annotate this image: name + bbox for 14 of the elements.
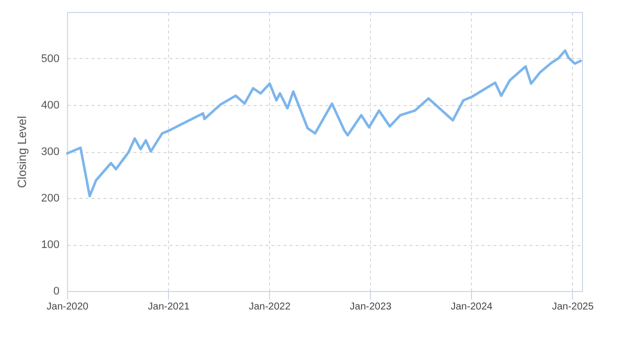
y-tick-label: 200 — [41, 192, 60, 204]
line-series — [66, 49, 582, 198]
x-tick-label: Jan-2021 — [148, 302, 190, 312]
x-tick-label: Jan-2020 — [46, 302, 89, 312]
y-tick-label: 0 — [53, 286, 60, 298]
x-tick-label: Jan-2025 — [552, 302, 594, 312]
y-axis-title: Closing Level — [15, 116, 30, 188]
y-tick-label: 500 — [41, 53, 60, 65]
y-tick-label: 100 — [41, 239, 60, 251]
x-tick-label: Jan-2022 — [248, 302, 291, 312]
x-tick-label: Jan-2023 — [350, 302, 392, 312]
y-tick-label: 400 — [41, 100, 60, 112]
x-tick-label: Jan-2024 — [450, 302, 493, 312]
y-tick-label: 300 — [41, 146, 60, 158]
